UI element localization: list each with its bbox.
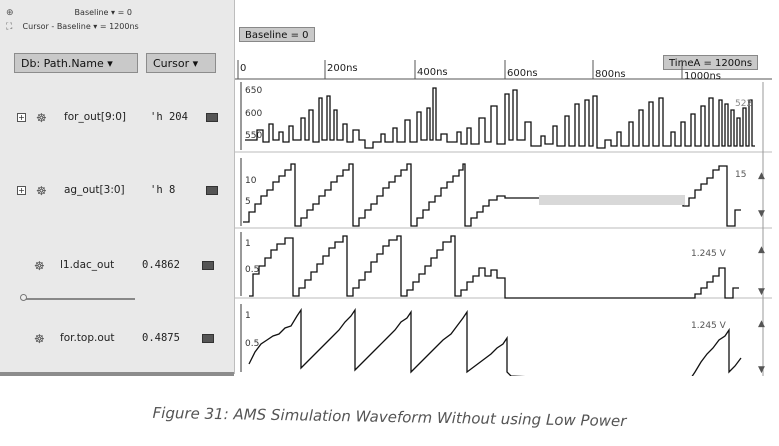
signal-display-toggle[interactable] (206, 186, 218, 195)
time-tick-label: 400ns (417, 67, 448, 78)
scroll-up-icon[interactable]: ▲ (758, 171, 765, 181)
scroll-up-icon[interactable]: ▲ (758, 245, 765, 255)
waveform-ag-out[interactable]: 10 5 15 (240, 158, 746, 227)
figure-caption: Figure 31: AMS Simulation Waveform Witho… (152, 403, 627, 431)
baseline-marker[interactable]: Baseline = 0 (239, 27, 315, 42)
right-value-label: 1.245 V (691, 321, 727, 331)
signal-cursor-value: 'h 204 (150, 111, 188, 123)
y-tick-label: 0.5 (245, 265, 259, 275)
right-value-label: 15 (735, 170, 746, 180)
signal-display-toggle[interactable] (202, 261, 214, 270)
time-axis-ticks (237, 60, 683, 79)
signal-name: l1.dac_out (60, 259, 115, 271)
y-tick-label: 1 (245, 239, 251, 249)
y-tick-label: 550 (245, 131, 262, 141)
signal-display-toggle[interactable] (206, 113, 218, 122)
horizontal-scrollbar[interactable] (0, 372, 234, 376)
vertical-scroll-controls[interactable]: ▲ ▼ ▲ ▼ ▲ ▼ (758, 82, 765, 376)
waveform-panel: Baseline = 0 TimeA = 1200ns 0 200ns 400n… (235, 0, 772, 376)
scroll-up-icon[interactable]: ▲ (758, 319, 765, 329)
time-tick-label: 800ns (595, 69, 626, 80)
baseline-label: Baseline ▾ = 0 (74, 8, 132, 17)
signal-name: for.top.out (60, 332, 115, 344)
y-tick-label: 600 (245, 109, 262, 119)
time-tick-label: 1000ns (684, 71, 721, 82)
signal-cursor-value: 0.4862 (142, 259, 180, 271)
splitter-handle[interactable] (20, 294, 27, 301)
db-path-name-button[interactable]: Db: Path.Name ▾ (14, 53, 138, 73)
time-tick-label: 200ns (327, 63, 358, 74)
signal-list-panel: ⊕ Baseline ▾ = 0 ⛶ Cursor - Baseline ▾ =… (0, 0, 235, 376)
y-tick-label: 650 (245, 86, 262, 96)
signal-row-ag-out[interactable]: + ☸ ag_out[3:0] 'h 8 (0, 180, 234, 202)
zoom-icon[interactable]: ⊕ (6, 8, 14, 18)
signal-row-dac-out[interactable]: ☸ l1.dac_out 0.4862 (0, 255, 234, 277)
cursor-baseline-control[interactable]: ⛶ Cursor - Baseline ▾ = 1200ns (6, 22, 139, 32)
y-tick-label: 0.5 (245, 339, 259, 349)
time-tick-label: 0 (240, 63, 246, 74)
signal-cursor-value: 0.4875 (142, 332, 180, 344)
signal-cursor-value: 'h 8 (150, 184, 176, 196)
signal-name: ag_out[3:0] (64, 184, 125, 196)
y-tick-label: 5 (245, 197, 251, 207)
expand-icon[interactable]: + (17, 186, 26, 195)
expand-icon[interactable]: + (17, 113, 26, 122)
waveform-for-out[interactable]: 650 600 550 522 (240, 82, 755, 150)
waveform-top-out[interactable]: 1 0.5 1.245 V (240, 304, 742, 376)
signal-name: for_out[9:0] (64, 111, 126, 123)
right-value-label: 522 (735, 99, 752, 109)
waveform-dac-out[interactable]: 1 0.5 1.245 V (240, 232, 739, 299)
y-tick-label: 10 (245, 176, 257, 186)
panel-splitter[interactable] (23, 298, 135, 300)
y-tick-label: 1 (245, 311, 251, 321)
scroll-down-icon[interactable]: ▼ (758, 365, 765, 375)
analog-wave-icon: ☸ (36, 184, 47, 198)
highlight-band (539, 195, 685, 205)
right-value-label: 1.245 V (691, 249, 727, 259)
fit-icon[interactable]: ⛶ (6, 22, 13, 32)
time-tick-label: 600ns (507, 68, 538, 79)
waveform-viewer: ⊕ Baseline ▾ = 0 ⛶ Cursor - Baseline ▾ =… (0, 0, 772, 378)
analog-wave-icon: ☸ (36, 111, 47, 125)
timea-marker[interactable]: TimeA = 1200ns (663, 55, 759, 70)
signal-row-top-out[interactable]: ☸ for.top.out 0.4875 (0, 328, 234, 350)
waveform-canvas[interactable]: 0 200ns 400ns 600ns 800ns 1000ns 650 600… (235, 0, 772, 376)
signal-display-toggle[interactable] (202, 334, 214, 343)
cursor-baseline-label: Cursor - Baseline ▾ = 1200ns (22, 22, 139, 31)
analog-wave-icon: ☸ (34, 259, 45, 273)
scroll-down-icon[interactable]: ▼ (758, 287, 765, 297)
signal-row-for-out[interactable]: + ☸ for_out[9:0] 'h 204 (0, 107, 234, 129)
baseline-control[interactable]: ⊕ Baseline ▾ = 0 (6, 8, 132, 18)
cursor-column-button[interactable]: Cursor ▾ (146, 53, 216, 73)
scroll-down-icon[interactable]: ▼ (758, 209, 765, 219)
analog-wave-icon: ☸ (34, 332, 45, 346)
